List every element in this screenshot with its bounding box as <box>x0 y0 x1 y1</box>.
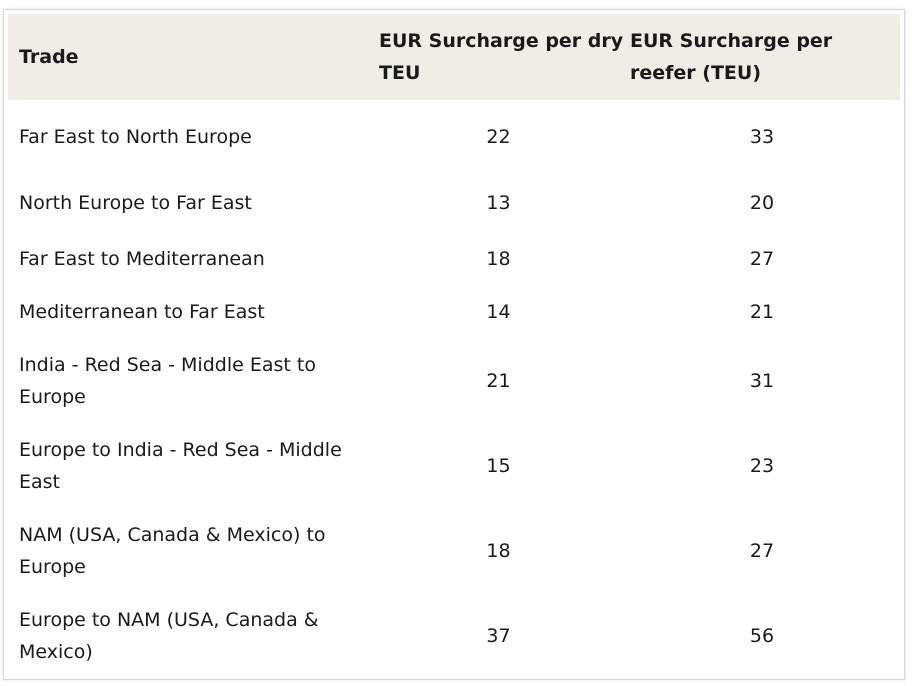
table-frame: Trade EUR Surcharge per dry TEU EUR Surc… <box>3 9 905 680</box>
cell-trade: NAM (USA, Canada & Mexico) to Europe <box>19 523 326 578</box>
table-row: Far East to Mediterranean 18 27 <box>8 232 900 285</box>
table-row: NAM (USA, Canada & Mexico) to Europe 18 … <box>8 508 900 593</box>
cell-dry: 21 <box>486 369 511 392</box>
cell-reefer: 56 <box>749 624 775 647</box>
header-reefer-surcharge: EUR Surcharge per reefer (TEU) <box>630 30 833 84</box>
table-row: Far East to North Europe 22 33 <box>8 100 900 174</box>
header-trade: Trade <box>19 46 79 68</box>
cell-dry: 15 <box>486 454 511 477</box>
cell-reefer: 23 <box>749 454 775 477</box>
table-body: Far East to North Europe 22 33 North Eur… <box>8 100 900 678</box>
table-row: Mediterranean to Far East 14 21 <box>8 285 900 338</box>
cell-dry: 13 <box>486 192 511 214</box>
cell-reefer: 27 <box>749 539 775 562</box>
cell-trade: North Europe to Far East <box>19 192 252 214</box>
surcharge-table: Trade EUR Surcharge per dry TEU EUR Surc… <box>8 14 900 678</box>
cell-dry: 22 <box>486 126 511 148</box>
cell-trade: Far East to Mediterranean <box>19 247 265 270</box>
table-row: North Europe to Far East 13 20 <box>8 174 900 232</box>
cell-reefer: 33 <box>749 126 775 148</box>
header-row: Trade EUR Surcharge per dry TEU EUR Surc… <box>8 14 900 100</box>
cell-trade: Europe to India - Red Sea - Middle East <box>19 438 342 493</box>
table-row: India - Red Sea - Middle East to Europe … <box>8 338 900 423</box>
cell-trade: Far East to North Europe <box>19 126 252 148</box>
cell-trade: India - Red Sea - Middle East to Europe <box>19 353 316 408</box>
table-row: Europe to India - Red Sea - Middle East … <box>8 423 900 508</box>
cell-dry: 18 <box>486 539 511 562</box>
cell-trade: Europe to NAM (USA, Canada & Mexico) <box>19 608 319 663</box>
cell-dry: 14 <box>486 300 511 323</box>
cell-dry: 18 <box>486 247 511 270</box>
cell-reefer: 20 <box>749 192 775 214</box>
cell-reefer: 21 <box>749 300 775 323</box>
cell-reefer: 31 <box>749 369 775 392</box>
cell-dry: 37 <box>486 624 511 647</box>
cell-reefer: 27 <box>749 247 775 270</box>
header-dry-surcharge: EUR Surcharge per dry TEU <box>379 30 624 84</box>
table-row: Europe to NAM (USA, Canada & Mexico) 37 … <box>8 593 900 678</box>
table-header: Trade EUR Surcharge per dry TEU EUR Surc… <box>8 14 900 100</box>
cell-trade: Mediterranean to Far East <box>19 300 265 323</box>
